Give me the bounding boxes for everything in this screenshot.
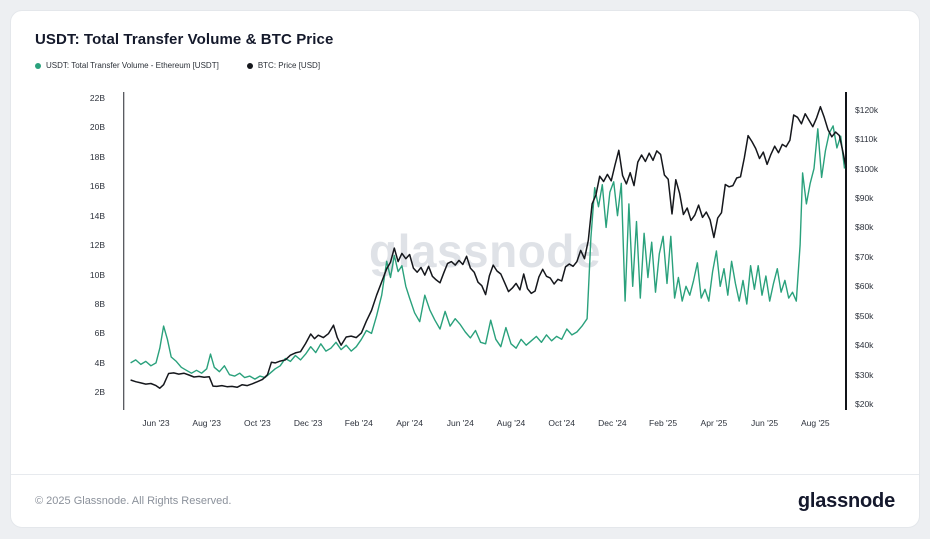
- y-axis-left: 2B 4B 6B 8B 10B 12B 14B 16B 18B 20B 22B: [35, 92, 115, 410]
- y-axis-tick-label: 2B: [94, 387, 105, 398]
- glassnode-logo: glassnode: [797, 489, 895, 512]
- series-line-1: [130, 105, 847, 389]
- y-axis-tick-label: 20B: [89, 122, 105, 133]
- legend-item-btc-price[interactable]: BTC: Price [USD]: [246, 61, 321, 70]
- x-axis-tick-label: Jun '25: [751, 418, 779, 428]
- page-title: USDT: Total Transfer Volume & BTC Price: [35, 31, 334, 48]
- x-axis-tick-label: Jun '24: [446, 418, 474, 428]
- y-axis-tick-label: 4B: [94, 357, 105, 368]
- y-axis-tick-label: $100k: [855, 163, 879, 174]
- x-axis-tick-label: Oct '23: [244, 418, 271, 428]
- chart-card: USDT: Total Transfer Volume & BTC Price …: [10, 10, 920, 528]
- y-axis-tick-label: $40k: [855, 340, 874, 351]
- y-axis-tick-label: 16B: [89, 181, 105, 192]
- x-axis-tick-label: Apr '25: [700, 418, 728, 428]
- y-axis-tick-label: 14B: [89, 210, 105, 221]
- x-axis: Jun '23 Aug '23 Oct '23 Dec '23 Feb '24 Apr '…: [123, 418, 847, 438]
- x-axis-tick-label: Feb '25: [649, 418, 678, 428]
- y-axis-tick-label: 8B: [94, 299, 105, 309]
- copyright-text: © 2025 Glassnode. All Rights Reserved.: [35, 495, 232, 507]
- legend-dot-icon: [35, 62, 41, 69]
- x-axis-tick-label: Aug '24: [496, 418, 526, 428]
- x-axis-tick-label: Apr '24: [396, 418, 423, 428]
- x-axis-tick-label: Dec '23: [293, 418, 323, 428]
- x-axis-tick-label: Dec '24: [598, 418, 627, 428]
- y-axis-tick-label: $120k: [855, 104, 879, 115]
- y-axis-tick-label: $110k: [855, 134, 878, 145]
- y-axis-right: $20k $30k $40k $50k $60k $70k $80k $90k $100k $11…: [855, 92, 899, 410]
- series-line-0: [130, 125, 846, 380]
- legend-item-usdt-volume[interactable]: USDT: Total Transfer Volume - Ethereum […: [35, 61, 219, 70]
- y-axis-tick-label: 12B: [89, 240, 105, 251]
- chart-plot-area[interactable]: glassnode 2B 4B 6B 8B 10B 12B 14B 16B 18B 20B 22B …: [35, 92, 895, 448]
- y-axis-tick-label: $60k: [855, 281, 874, 292]
- line-chart-svg: [123, 92, 847, 410]
- y-axis-tick-label: 10B: [89, 269, 105, 280]
- y-axis-tick-label: $50k: [855, 310, 874, 321]
- legend-label: BTC: Price [USD]: [257, 61, 321, 70]
- y-axis-tick-label: $30k: [855, 369, 874, 380]
- chart-legend: USDT: Total Transfer Volume - Ethereum […: [35, 61, 895, 70]
- x-axis-tick-label: Jun '23: [142, 418, 170, 428]
- x-axis-tick-label: Aug '23: [192, 418, 221, 428]
- x-axis-tick-label: Feb '24: [344, 418, 373, 428]
- y-axis-tick-label: 22B: [89, 92, 105, 103]
- legend-label: USDT: Total Transfer Volume - Ethereum […: [46, 61, 219, 70]
- y-axis-tick-label: 18B: [89, 151, 105, 162]
- y-axis-tick-label: $90k: [855, 193, 874, 203]
- y-axis-tick-label: $70k: [855, 251, 874, 262]
- y-axis-tick-label: 6B: [94, 328, 105, 339]
- y-axis-tick-label: $20k: [855, 399, 874, 410]
- card-footer: © 2025 Glassnode. All Rights Reserved. g…: [11, 474, 919, 527]
- x-axis-tick-label: Aug '25: [801, 418, 830, 428]
- legend-dot-icon: [246, 62, 253, 69]
- x-axis-tick-label: Oct '24: [548, 418, 576, 428]
- y-axis-tick-label: $80k: [855, 222, 874, 233]
